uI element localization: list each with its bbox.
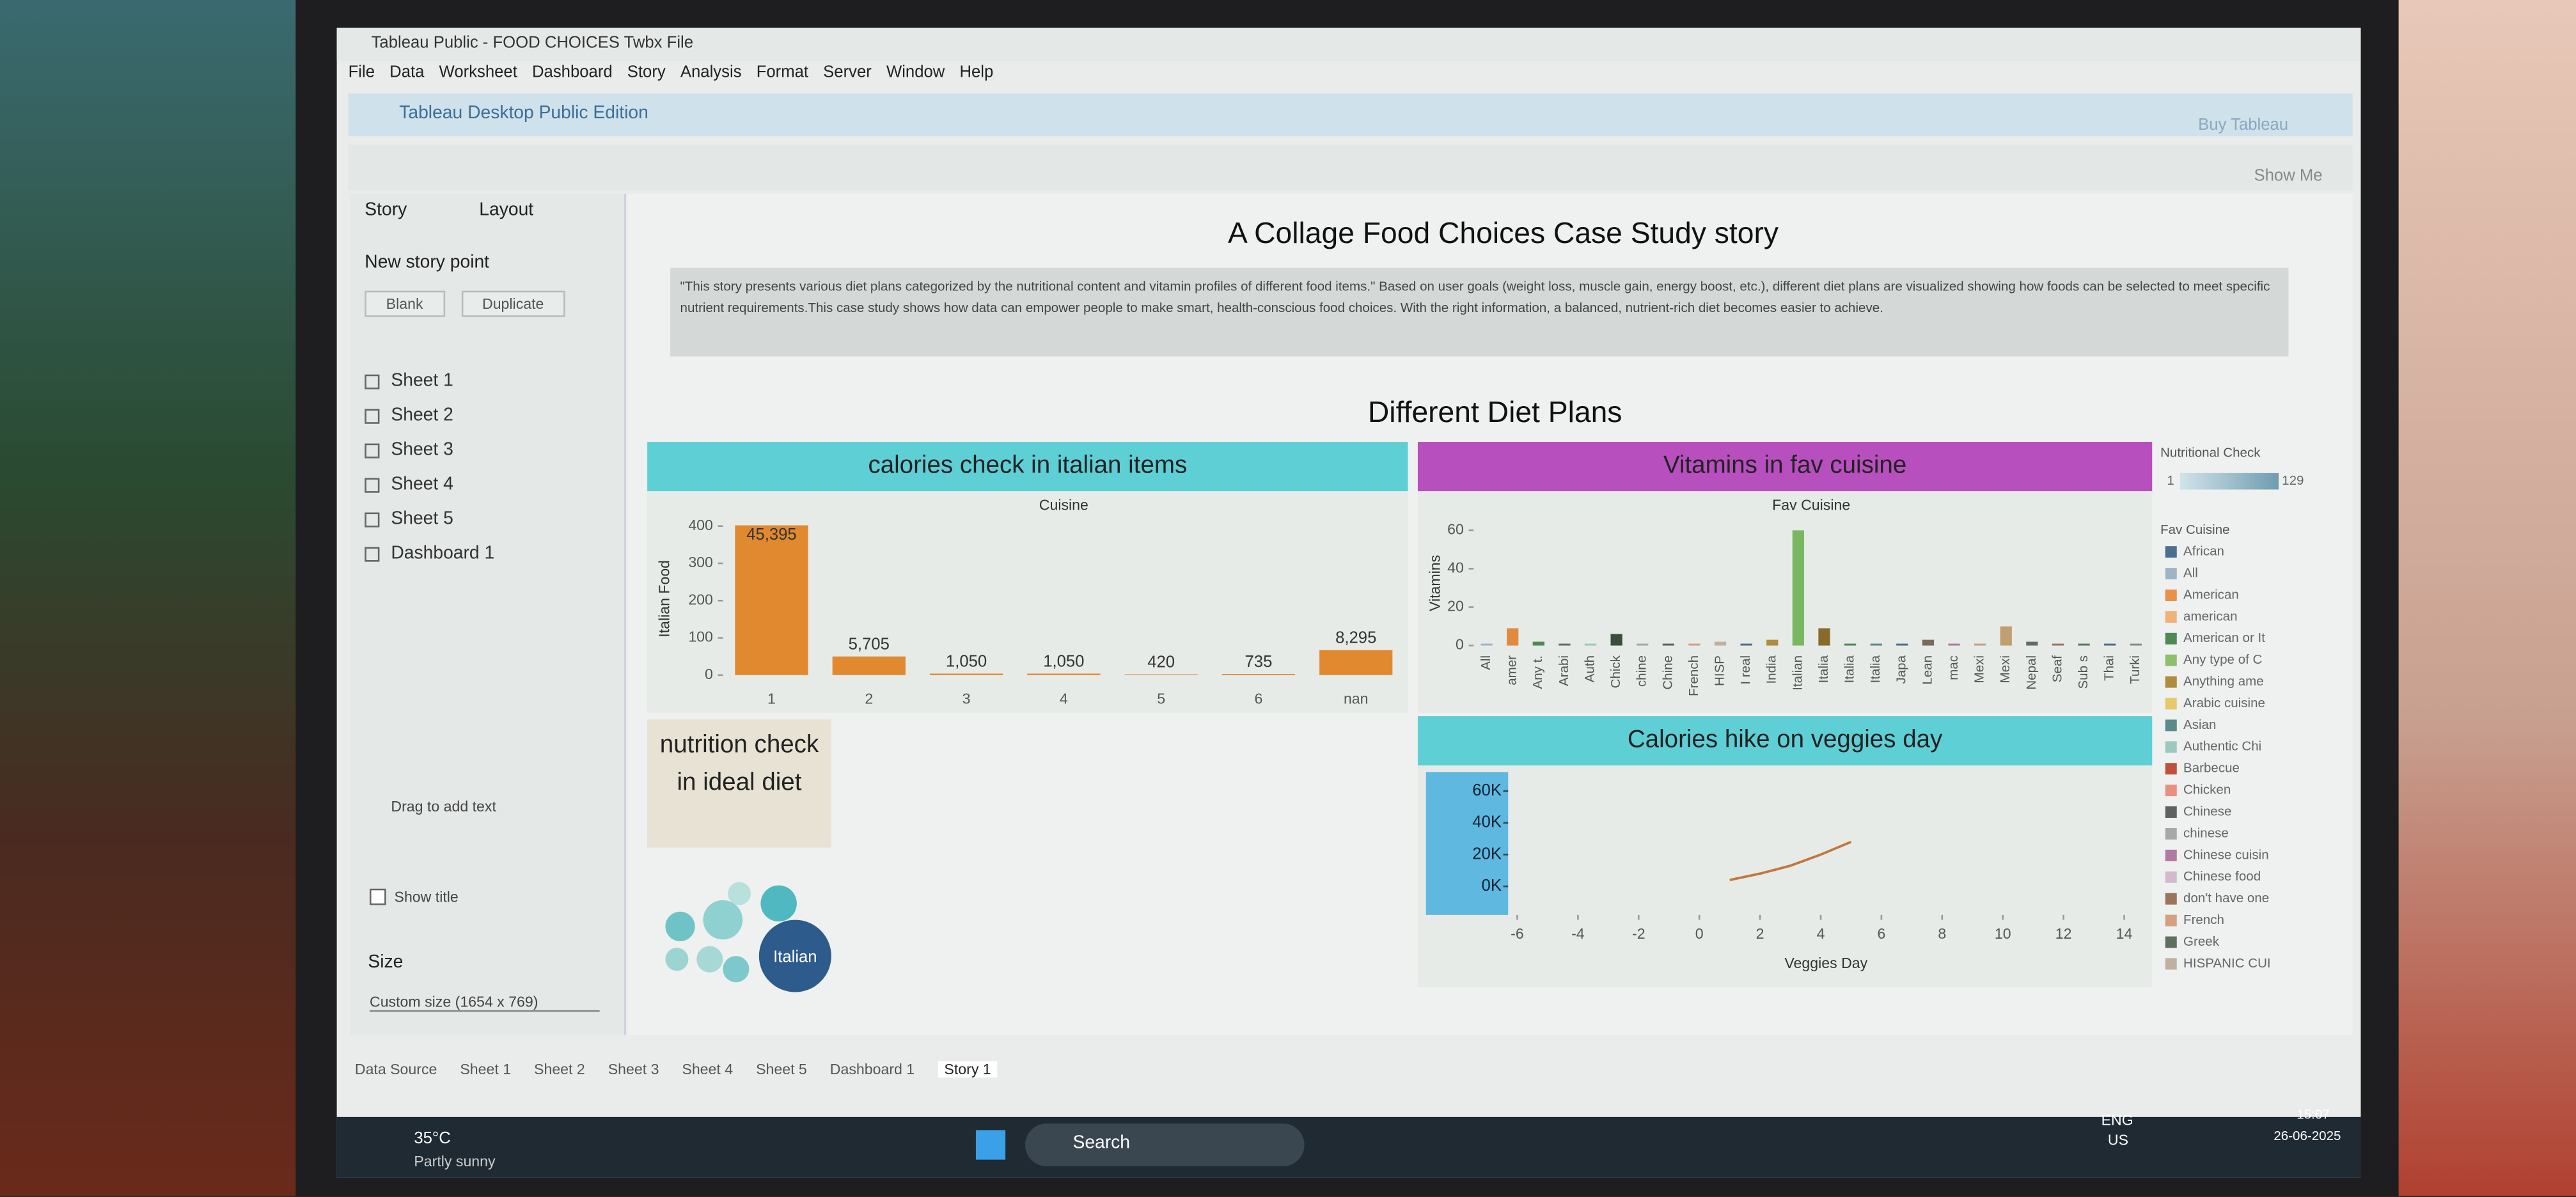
photo-left [0, 0, 296, 1196]
menu-item[interactable]: Analysis [680, 64, 742, 82]
drag-text: Drag to add text [391, 798, 496, 815]
sheet-tab[interactable]: Sheet 5 [756, 1061, 807, 1078]
temperature: 35°C [414, 1130, 451, 1148]
sheet-item[interactable]: Sheet 5 [365, 503, 494, 537]
show-me[interactable]: Show Me [2254, 168, 2323, 186]
story-title: A Collage Food Choices Case Study story [1227, 217, 1779, 250]
sheet-icon [365, 478, 380, 493]
sheet-tab[interactable]: Sheet 4 [682, 1061, 734, 1078]
window-title: Tableau Public - FOOD CHOICES Twbx File [371, 34, 694, 53]
sheet-tab[interactable]: Sheet 3 [608, 1061, 659, 1078]
sidebar-tab[interactable]: Story [365, 200, 407, 221]
story-button[interactable]: Blank [365, 290, 444, 317]
sheet-tab[interactable]: Sheet 2 [534, 1061, 585, 1078]
toolbar [348, 145, 2353, 191]
bottom-tabs: Data Source Sheet 1 Sheet 2 Sheet 3 Sheet 4 S… [354, 1061, 998, 1078]
photo-right [2398, 0, 2576, 1196]
region[interactable]: US [2107, 1131, 2129, 1148]
dashboard-title: Different Diet Plans [1367, 396, 1622, 429]
checkbox[interactable] [369, 888, 386, 905]
sidebar-tab[interactable]: Layout [479, 200, 534, 221]
bubble-title: nutrition check in ideal diet [647, 719, 831, 848]
sidebar-tabs: Story Layout [365, 200, 533, 220]
clock-time[interactable]: 15:07 [2297, 1107, 2330, 1122]
sheet-name[interactable]: Sheet 3 [391, 440, 453, 460]
search-label[interactable]: Search [1072, 1133, 1131, 1154]
weather: Partly sunny [414, 1153, 496, 1170]
buy-link[interactable]: Buy Tableau [2198, 116, 2289, 135]
sheet-icon [365, 512, 380, 528]
show-title[interactable]: Show title [394, 888, 459, 905]
language[interactable]: ENG [2101, 1112, 2133, 1129]
sheet-item[interactable]: Sheet 4 [365, 468, 494, 503]
menu-item[interactable]: Story [627, 64, 666, 82]
size-select[interactable]: Custom size (1654 x 769) [369, 994, 600, 1012]
menu-item[interactable]: Data [389, 64, 425, 82]
size-label: Size [368, 952, 404, 973]
story-button[interactable]: Duplicate [460, 290, 565, 317]
sheet-item[interactable]: Sheet 2 [365, 399, 494, 434]
menu-item[interactable]: Help [959, 64, 994, 82]
sheet-name[interactable]: Sheet 5 [391, 509, 453, 529]
sheet-name[interactable]: Sheet 2 [391, 405, 453, 426]
menu-bar: File Data Worksheet Dashboard Story Analysis F… [349, 64, 994, 82]
sheet-list: Sheet 1 Sheet 2 Sheet 3 Sheet 4 Sheet 5 Dashb… [365, 364, 494, 572]
sheet-item[interactable]: Sheet 1 [365, 364, 494, 399]
sheet-item[interactable]: Dashboard 1 [365, 537, 494, 572]
sheet-name[interactable]: Sheet 4 [391, 474, 453, 495]
menu-item[interactable]: Worksheet [439, 64, 517, 82]
menu-item[interactable]: Format [756, 64, 809, 82]
new-story-point: New story point [365, 253, 490, 273]
sheet-icon [365, 443, 380, 458]
story-description: "This story presents various diet plans … [670, 267, 2289, 357]
menu-item[interactable]: Window [886, 64, 945, 82]
edition-bar [348, 93, 2353, 137]
taskbar [336, 1116, 2361, 1178]
sidebar [350, 194, 626, 1035]
sheet-tab[interactable]: Data Source [354, 1061, 437, 1078]
clock-date[interactable]: 26-06-2025 [2274, 1128, 2341, 1143]
menu-item[interactable]: Server [823, 64, 872, 82]
menu-item[interactable]: File [348, 64, 375, 82]
menu-item[interactable]: Dashboard [531, 64, 613, 82]
edition-label: Tableau Desktop Public Edition [399, 103, 648, 123]
sheet-tab[interactable]: Dashboard 1 [829, 1061, 915, 1078]
sheet-name[interactable]: Sheet 1 [391, 371, 453, 391]
sheet-tab[interactable]: Sheet 1 [460, 1061, 512, 1078]
start-button[interactable] [975, 1130, 1006, 1160]
sheet-tab[interactable]: Story 1 [938, 1061, 998, 1078]
search-box[interactable] [1025, 1123, 1305, 1166]
sheet-name[interactable]: Dashboard 1 [391, 544, 495, 564]
sheet-icon [365, 547, 380, 562]
sheet-icon [365, 374, 380, 389]
sheet-item[interactable]: Sheet 3 [365, 434, 494, 468]
sheet-icon [365, 409, 380, 424]
story-buttons: Blank Duplicate [365, 290, 565, 317]
title-bar [336, 27, 2361, 61]
